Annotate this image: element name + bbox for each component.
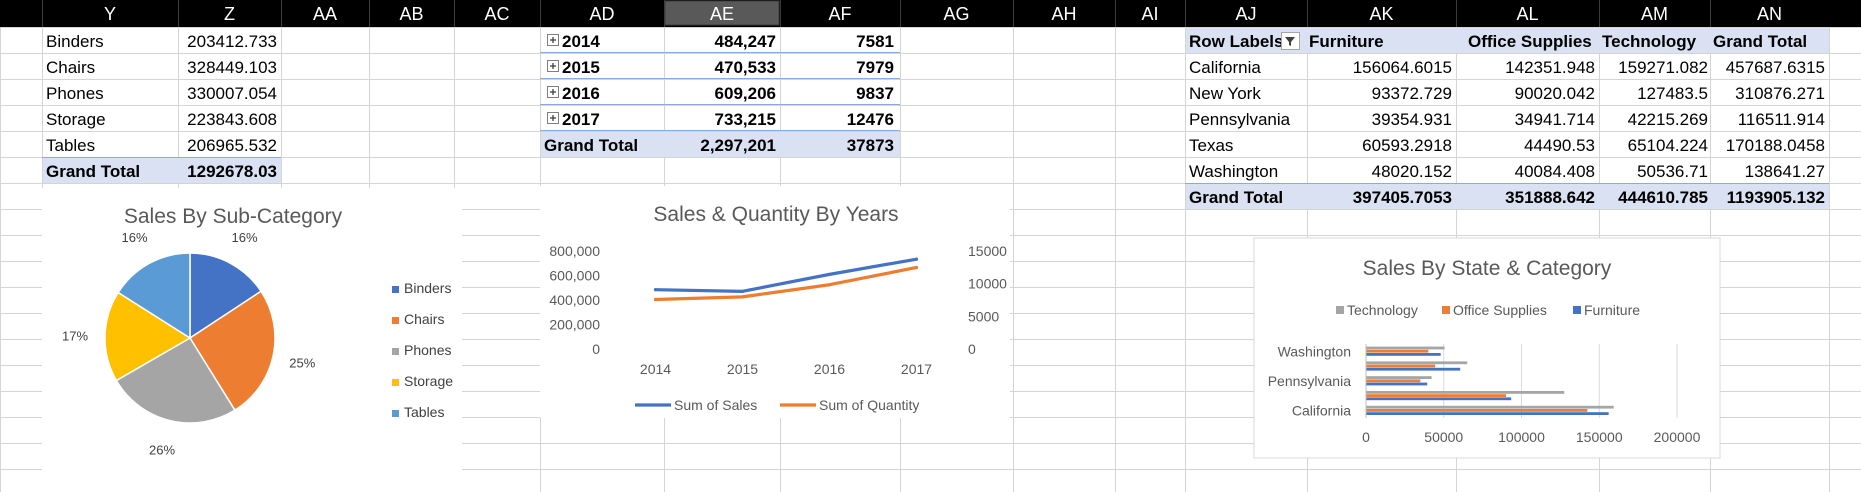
cell-state-furniture: 156064.6015	[1353, 58, 1452, 77]
column-header-ah[interactable]: AH	[1051, 4, 1076, 24]
filter-funnel-glyph	[1285, 37, 1295, 46]
cell-subcategory-value: 330007.054	[187, 84, 277, 103]
cell-subcategory-value: 206965.532	[187, 136, 277, 155]
cell-subcategory-label: Phones	[46, 84, 104, 103]
cell-subcategory-value: 203412.733	[187, 32, 277, 51]
cell-state-office: 90020.042	[1515, 84, 1595, 103]
cell-grand-total-value: 1292678.03	[187, 162, 277, 181]
cell-subcategory-label: Chairs	[46, 58, 95, 77]
cell-grand-total-label: Grand Total	[1189, 188, 1283, 207]
column-header-ak[interactable]: AK	[1369, 4, 1393, 24]
column-header-af[interactable]: AF	[828, 4, 851, 24]
cell-subcategory-label: Binders	[46, 32, 104, 51]
cell-year-qty: 7581	[856, 32, 894, 51]
cell-year-label: 2017	[562, 110, 600, 129]
cell-state-label: Texas	[1189, 136, 1233, 155]
column-header-bar: Y Z AA AB AC AD AE AF AG AH AI AJ AK AL AM AN	[0, 0, 1861, 27]
pivot-total-fill	[43, 158, 281, 183]
cell-state-furniture: 60593.2918	[1362, 136, 1452, 155]
cell-grand-total-sales: 2,297,201	[700, 136, 776, 155]
cell-state-total: 116511.914	[1738, 110, 1825, 129]
cell-state-total: 457687.6315	[1726, 58, 1825, 77]
column-header-ae[interactable]: AE	[710, 4, 734, 24]
cell-state-furniture: 39354.931	[1372, 110, 1452, 129]
cell-subcategory-label: Tables	[46, 136, 95, 155]
cell-year-sales: 733,215	[715, 110, 776, 129]
cell-year-sales: 470,533	[715, 58, 776, 77]
cell-grand-total-total: 1193905.132	[1727, 188, 1825, 207]
cell-year-qty: 9837	[856, 84, 894, 103]
cell-grand-total-tech: 444610.785	[1618, 188, 1708, 207]
chart-areas	[42, 186, 1721, 492]
column-header-ac[interactable]: AC	[484, 4, 509, 24]
cell-year-label: 2015	[562, 58, 600, 77]
cell-year-sales: 484,247	[715, 32, 776, 51]
cell-grand-total-furniture: 397405.7053	[1353, 188, 1452, 207]
cell-subcategory-label: Storage	[46, 110, 106, 129]
cell-year-qty: 7979	[856, 58, 894, 77]
pivot-total-fill	[541, 132, 900, 157]
pivot-total-fill	[1186, 184, 1829, 209]
pivot-header-row-labels: Row Labels	[1189, 32, 1283, 51]
cell-state-label: New York	[1189, 84, 1261, 103]
cell-grand-total-office: 351888.642	[1505, 188, 1595, 207]
column-header-an[interactable]: AN	[1757, 4, 1782, 24]
cell-grand-total-label: Grand Total	[46, 162, 140, 181]
cell-state-tech: 42215.269	[1628, 110, 1708, 129]
column-header-al[interactable]: AL	[1516, 4, 1538, 24]
column-header-aj[interactable]: AJ	[1235, 4, 1256, 24]
cell-year-label: 2014	[562, 32, 600, 51]
cell-grand-total-qty: 37873	[847, 136, 894, 155]
cell-state-total: 310876.271	[1735, 84, 1825, 103]
cell-state-label: Pennsylvania	[1189, 110, 1291, 129]
cell-state-tech: 127483.5	[1637, 84, 1708, 103]
cell-grand-total-label: Grand Total	[544, 136, 638, 155]
cell-subcategory-value: 223843.608	[187, 110, 277, 129]
column-header-aa[interactable]: AA	[313, 4, 337, 24]
cell-state-total: 138641.27	[1745, 162, 1825, 181]
cell-state-tech: 50536.71	[1637, 162, 1708, 181]
column-header-am[interactable]: AM	[1641, 4, 1668, 24]
cell-state-office: 44490.53	[1524, 136, 1595, 155]
cell-state-tech: 65104.224	[1628, 136, 1708, 155]
cell-year-qty: 12476	[847, 110, 894, 129]
cell-state-office: 142351.948	[1505, 58, 1595, 77]
column-header-ad[interactable]: AD	[589, 4, 614, 24]
cell-state-furniture: 93372.729	[1372, 84, 1452, 103]
pivot-header-furniture: Furniture	[1309, 32, 1384, 51]
column-header-ab[interactable]: AB	[399, 4, 423, 24]
chart-pie-area[interactable]	[42, 188, 462, 492]
cell-state-office: 34941.714	[1515, 110, 1595, 129]
cell-state-furniture: 48020.152	[1372, 162, 1452, 181]
pivot-header-grand-total: Grand Total	[1713, 32, 1807, 51]
cell-subcategory-value: 328449.103	[187, 58, 277, 77]
cell-state-office: 40084.408	[1515, 162, 1595, 181]
column-header-y[interactable]: Y	[104, 4, 116, 24]
cell-state-tech: 159271.082	[1618, 58, 1708, 77]
pivot-header-technology: Technology	[1602, 32, 1697, 51]
pivot-header-office-supplies: Office Supplies	[1468, 32, 1592, 51]
column-header-ag[interactable]: AG	[943, 4, 969, 24]
cell-year-label: 2016	[562, 84, 600, 103]
chart-barh-area[interactable]	[1253, 237, 1721, 459]
chart-line-area[interactable]	[540, 186, 1010, 418]
cell-state-label: California	[1189, 58, 1261, 77]
cell-values: Binders 203412.733 Chairs 328449.103 Phones 3…	[46, 32, 1825, 207]
column-header-ai[interactable]: AI	[1141, 4, 1158, 24]
column-header-z[interactable]: Z	[224, 4, 235, 24]
cell-state-label: Washington	[1189, 162, 1278, 181]
header-background	[0, 0, 1861, 27]
cell-state-total: 170188.0458	[1726, 136, 1825, 155]
cell-year-sales: 609,206	[715, 84, 776, 103]
